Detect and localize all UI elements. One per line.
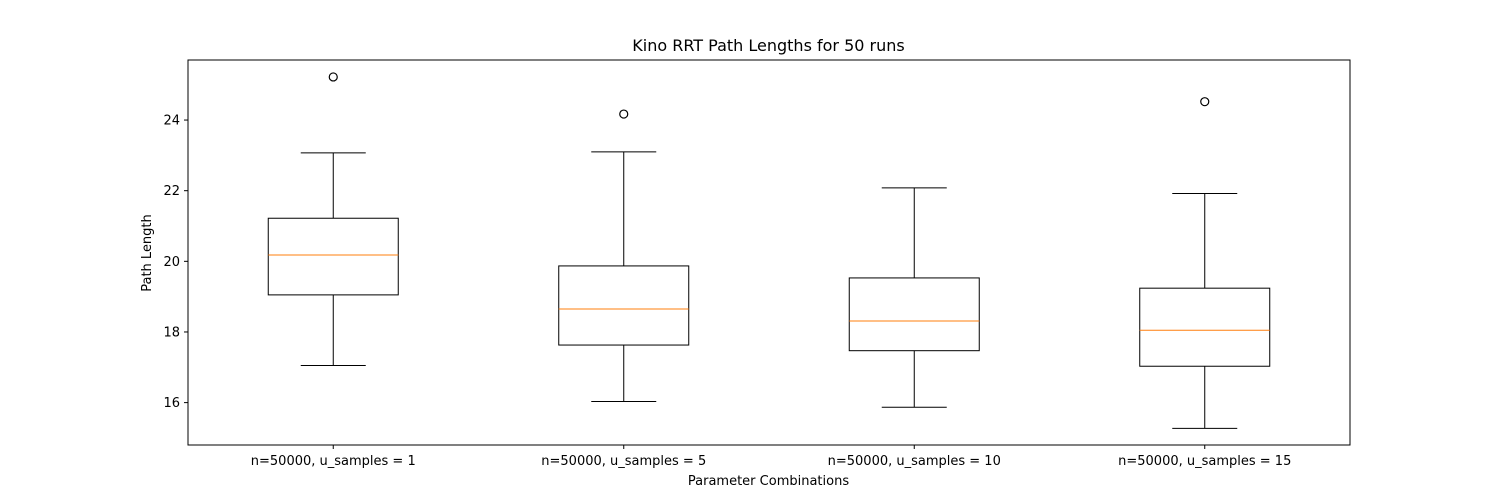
x-tick-label: n=50000, u_samples = 5	[541, 454, 706, 469]
y-axis-label: Path Length	[140, 214, 155, 292]
plot-area: 16 18 20 22 24 n=50000, u_samples = 1 n=50000,…	[163, 59, 1351, 469]
box-iqr	[1139, 287, 1271, 367]
y-tick-label: 20	[163, 255, 180, 270]
box-group-1	[267, 72, 399, 367]
box-iqr	[267, 217, 399, 296]
x-tick-label: n=50000, u_samples = 10	[828, 454, 1001, 469]
y-tick-label: 18	[163, 325, 180, 340]
outlier-point	[328, 72, 338, 82]
x-axis-label: Parameter Combinations	[688, 474, 849, 489]
box-iqr	[848, 277, 980, 352]
y-tick-label: 22	[163, 184, 180, 199]
plot-frame	[187, 59, 1351, 446]
y-tick-label: 16	[163, 396, 180, 411]
box-group-3	[848, 187, 980, 408]
outlier-point	[619, 109, 629, 119]
box-iqr	[558, 265, 690, 346]
chart-title: Kino RRT Path Lengths for 50 runs	[632, 36, 904, 55]
x-tick-label: n=50000, u_samples = 15	[1118, 454, 1291, 469]
x-tick-label: n=50000, u_samples = 1	[251, 454, 416, 469]
box-group-2	[558, 109, 690, 403]
y-tick-label: 24	[163, 114, 180, 129]
outlier-point	[1200, 97, 1210, 107]
box-group-4	[1139, 97, 1271, 429]
